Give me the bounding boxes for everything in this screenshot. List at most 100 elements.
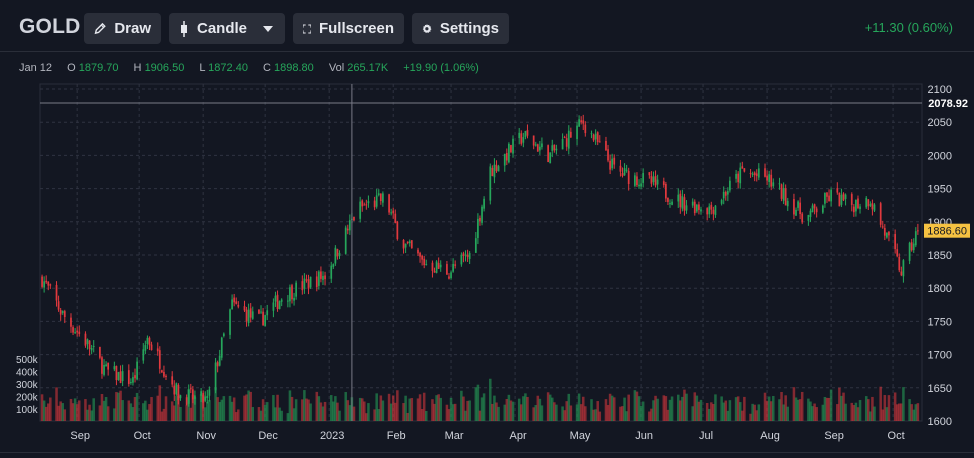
volume-bar <box>480 397 484 421</box>
candle-body <box>121 371 124 381</box>
candle-body <box>446 264 448 275</box>
candle-body <box>712 209 715 214</box>
candle-body <box>665 184 667 199</box>
fullscreen-label: Fullscreen <box>318 20 394 37</box>
volume-bar <box>695 395 699 421</box>
candle-body <box>801 213 804 223</box>
volume-bar <box>222 396 226 421</box>
volume-bar <box>280 410 283 421</box>
settings-label: Settings <box>439 20 499 37</box>
candle-body <box>724 191 727 196</box>
y-tick-label: 1800 <box>928 283 952 295</box>
volume-bar <box>59 401 62 421</box>
volume-bar <box>627 394 630 421</box>
candle-body <box>237 304 240 307</box>
candle-body <box>258 309 260 314</box>
volume-bar <box>619 406 622 421</box>
candle-body <box>377 193 380 196</box>
candle-body <box>836 188 839 193</box>
candle-body <box>468 253 471 259</box>
legend-volume: 265.17K <box>347 62 389 74</box>
candle-body <box>74 332 76 334</box>
legend-close: 1898.80 <box>274 62 314 74</box>
draw-button[interactable]: Draw <box>84 13 161 44</box>
candle-body <box>346 228 349 231</box>
symbol-title: GOLD <box>19 15 81 38</box>
volume-tick-label: 500k <box>16 355 39 366</box>
volume-bar <box>100 394 104 421</box>
volume-bar <box>462 396 465 421</box>
candle-body <box>218 355 221 366</box>
candle-body <box>336 249 339 257</box>
candle-body <box>332 264 335 267</box>
volume-bar <box>648 411 651 421</box>
candle-body <box>621 173 624 177</box>
volume-bar <box>117 392 120 421</box>
volume-bar <box>914 404 918 421</box>
candle-body <box>92 345 95 347</box>
volume-bar <box>625 411 628 421</box>
volume-bar <box>511 401 515 421</box>
volume-bar <box>377 409 381 421</box>
candle-body <box>417 249 419 254</box>
volume-bar <box>840 395 843 421</box>
candle-body <box>103 364 105 375</box>
fullscreen-button[interactable]: Fullscreen <box>293 13 404 44</box>
candle-body <box>821 205 824 213</box>
candle-body <box>613 157 616 165</box>
candle-body <box>493 164 496 178</box>
price-chart[interactable]: 1600165017001750180018501900195020002050… <box>0 80 974 452</box>
candle-body <box>867 199 870 207</box>
volume-bar <box>170 401 174 421</box>
volume-bar <box>86 409 89 421</box>
volume-bar <box>468 400 471 421</box>
volume-bar <box>784 395 787 421</box>
volume-bar <box>451 404 455 421</box>
volume-bar <box>581 396 585 421</box>
candle-body <box>448 276 450 279</box>
candle-body <box>489 166 492 201</box>
volume-bar <box>418 394 422 421</box>
candle-body <box>609 160 611 170</box>
chart-type-dropdown[interactable]: Candle <box>169 13 285 44</box>
candle-body <box>479 217 481 222</box>
candle-body <box>495 164 498 172</box>
candle-body <box>780 184 783 199</box>
volume-bar <box>885 407 889 421</box>
x-tick-label: Oct <box>134 430 151 442</box>
candle-body <box>173 385 176 395</box>
volume-bar <box>612 397 616 421</box>
candle-body <box>830 189 832 202</box>
candle-body <box>466 254 469 257</box>
volume-tick-label: 100k <box>16 405 39 416</box>
candle-body <box>63 311 66 318</box>
plot-frame <box>39 83 923 422</box>
volume-bar <box>546 392 550 421</box>
candle-body <box>404 243 407 248</box>
volume-bar <box>144 400 147 421</box>
candle-body <box>753 172 756 176</box>
volume-bar <box>738 402 742 421</box>
volume-bar <box>319 402 323 421</box>
volume-bar <box>449 397 453 421</box>
volume-tick-label: 400k <box>16 368 39 379</box>
candle-body <box>553 144 556 151</box>
candle-body <box>852 206 855 213</box>
volume-bar <box>668 399 672 421</box>
candle-body <box>741 166 744 169</box>
candle-body <box>795 209 797 216</box>
volume-bar <box>177 393 180 421</box>
candle-body <box>344 227 347 254</box>
volume-bar <box>491 403 494 421</box>
volume-bar <box>489 378 492 421</box>
candle-body <box>894 234 897 250</box>
candle-body <box>627 170 630 185</box>
volume-bar <box>621 406 624 421</box>
volume-bar <box>158 385 162 421</box>
x-tick-label: Sep <box>824 430 844 442</box>
settings-button[interactable]: Settings <box>412 13 509 44</box>
candle-body <box>289 287 291 302</box>
volume-bar <box>710 402 713 421</box>
volume-bar <box>214 387 217 421</box>
volume-bar <box>464 410 467 421</box>
